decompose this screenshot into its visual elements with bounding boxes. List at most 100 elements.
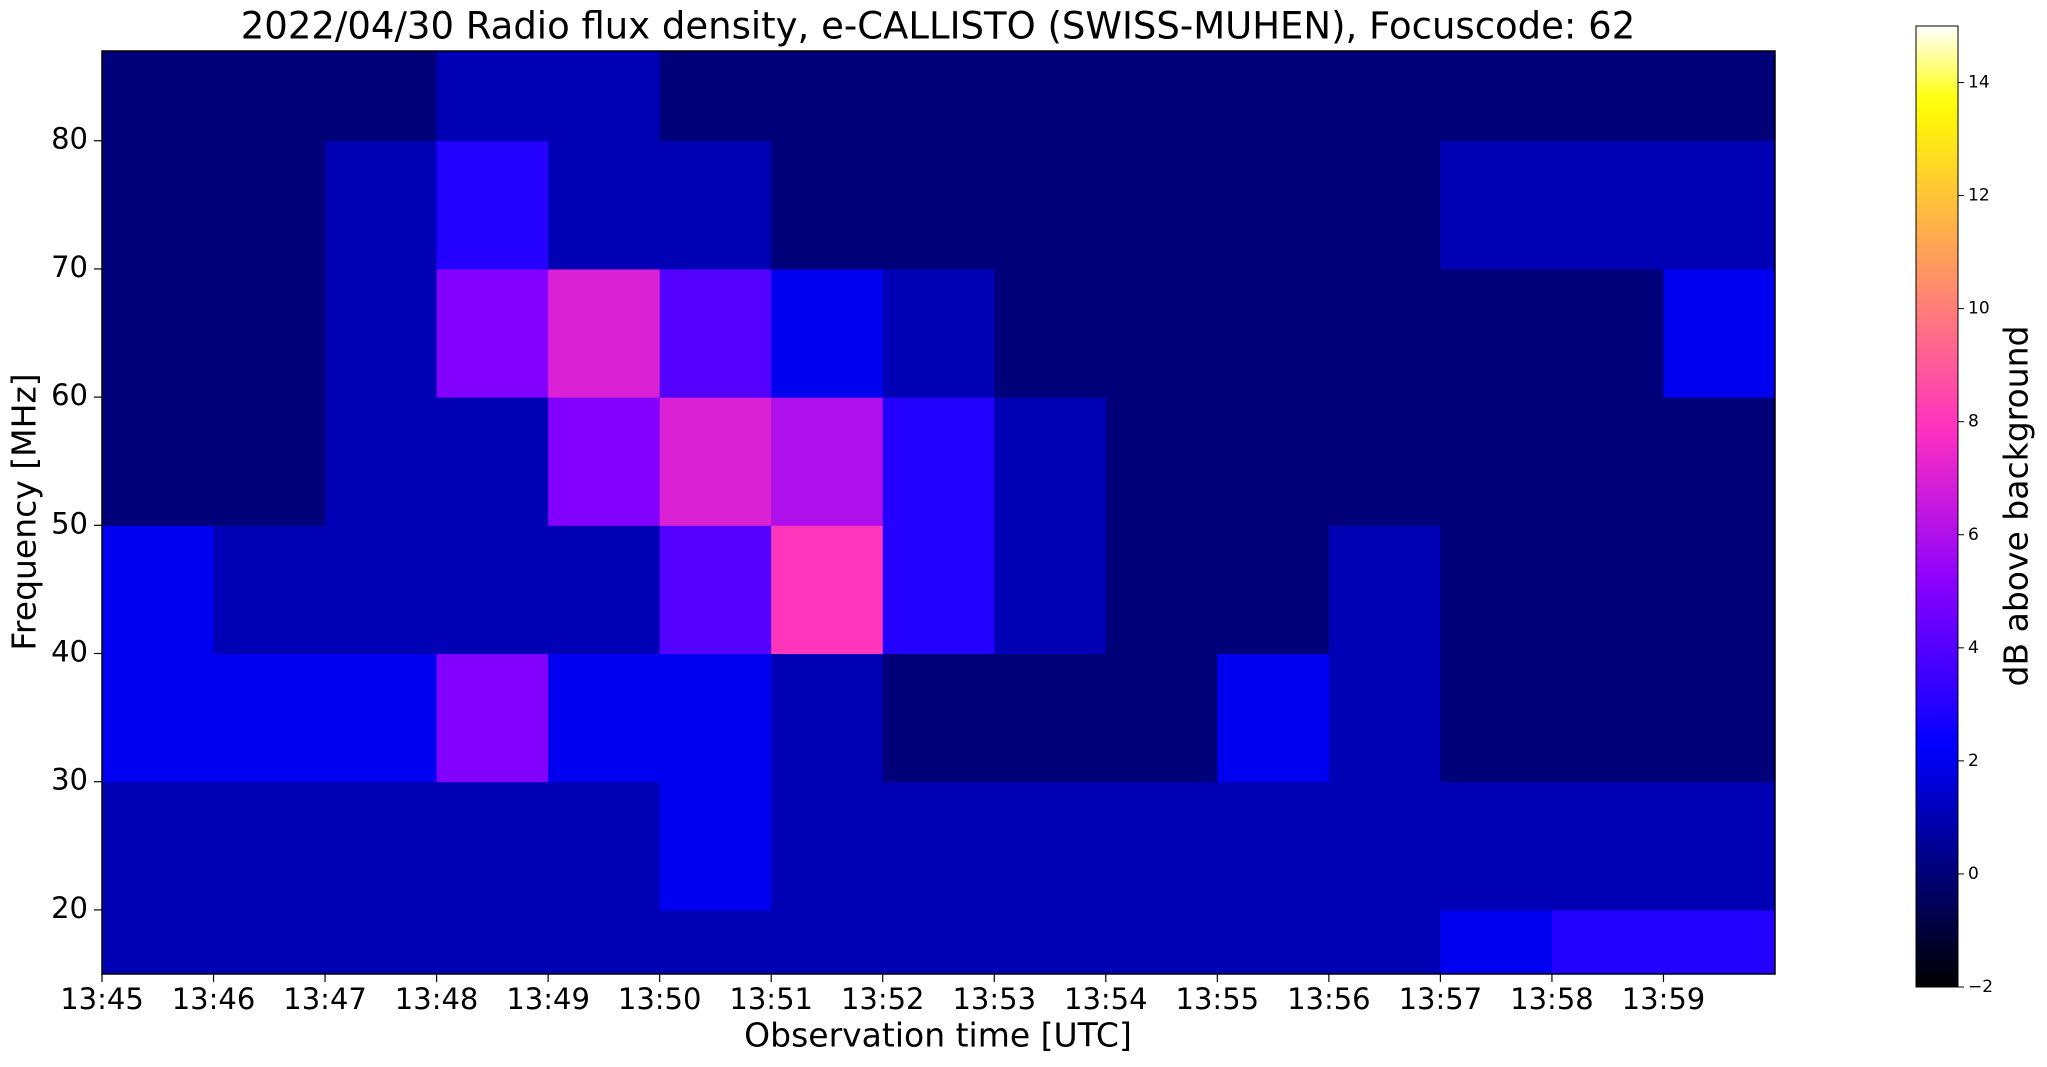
y-tick-label: 60 (51, 378, 88, 412)
y-tick-label: 20 (51, 891, 88, 925)
x-tick-label: 13:54 (1064, 982, 1148, 1016)
x-tick-label: 13:47 (283, 982, 367, 1016)
colorbar-tick-label: 14 (1968, 73, 1990, 93)
heatmap-cell (325, 653, 438, 783)
heatmap-cell (1663, 781, 1776, 911)
heatmap-cell (1663, 268, 1776, 398)
colorbar-tick-label: 2 (1968, 751, 1979, 771)
heatmap-cell (436, 909, 549, 975)
heatmap-cell (1217, 781, 1330, 911)
y-tick-label: 50 (51, 506, 88, 540)
heatmap-cell (659, 397, 772, 526)
x-tick-label: 13:53 (952, 982, 1036, 1016)
heatmap-cell (325, 51, 438, 142)
heatmap-cell (102, 140, 215, 270)
plot-frame (101, 50, 1776, 975)
heatmap-cell (659, 268, 772, 398)
heatmap-cell (436, 140, 549, 270)
heatmap-cell (1663, 653, 1776, 783)
heatmap-cell (1217, 51, 1330, 142)
heatmap-cell (1440, 268, 1553, 398)
heatmap-cell (213, 781, 326, 911)
heatmap-cell (1217, 268, 1330, 398)
heatmap-cell (436, 525, 549, 655)
heatmap-cell (548, 653, 661, 783)
heatmap-cell (994, 781, 1107, 911)
heatmap-cell (213, 140, 326, 270)
y-tick-label: 30 (51, 763, 88, 797)
heatmap-cell (1551, 140, 1664, 270)
colorbar (1915, 25, 1959, 988)
x-tick-label: 13:57 (1399, 982, 1483, 1016)
x-tick-label: 13:50 (618, 982, 702, 1016)
colorbar-tick-label: 0 (1968, 864, 1979, 884)
heatmap-cell (102, 51, 215, 142)
heatmap-cell (994, 525, 1107, 655)
heatmap-cell (436, 268, 549, 398)
heatmap-cell (1551, 525, 1664, 655)
heatmap-cell (325, 781, 438, 911)
heatmap-cell (1440, 653, 1553, 783)
heatmap-cell (659, 653, 772, 783)
heatmap-cell (1217, 140, 1330, 270)
y-axis-label: Frequency [MHz] (5, 373, 44, 650)
heatmap-cell (771, 397, 884, 526)
heatmap-cell (213, 51, 326, 142)
heatmap-cell (1551, 653, 1664, 783)
heatmap-cell (1105, 781, 1218, 911)
colorbar-label: dB above background (1997, 326, 2036, 687)
heatmap-cell (1328, 781, 1441, 911)
heatmap-cell (1328, 909, 1441, 975)
heatmap-cell (1663, 397, 1776, 526)
heatmap-cell (1440, 525, 1553, 655)
x-tick-label: 13:59 (1622, 982, 1706, 1016)
heatmap-cell (994, 397, 1107, 526)
heatmap-cell (1440, 51, 1553, 142)
x-tick-label: 13:58 (1510, 982, 1594, 1016)
colorbar-tick-label: 12 (1968, 186, 1990, 206)
heatmap-cell (213, 909, 326, 975)
heatmap-cell (1105, 525, 1218, 655)
x-tick-label: 13:46 (172, 982, 256, 1016)
heatmap-cell (771, 268, 884, 398)
heatmap-cell (882, 653, 995, 783)
heatmap-cell (548, 525, 661, 655)
heatmap-cell (436, 397, 549, 526)
heatmap-cell (1105, 140, 1218, 270)
heatmap-cell (882, 140, 995, 270)
heatmap-cell (659, 781, 772, 911)
heatmap-cell (994, 268, 1107, 398)
colorbar-tick-label: −2 (1968, 977, 1993, 997)
heatmap-cell (1217, 525, 1330, 655)
x-tick-label: 13:56 (1287, 982, 1371, 1016)
heatmap-cell (659, 525, 772, 655)
heatmap-cell (1328, 268, 1441, 398)
heatmap-cell (1551, 781, 1664, 911)
heatmap-cell (771, 140, 884, 270)
heatmap-cell (1551, 51, 1664, 142)
heatmap-cell (548, 140, 661, 270)
heatmap-cell (1105, 397, 1218, 526)
colorbar-tick-label: 4 (1968, 638, 1979, 658)
y-tick-label: 40 (51, 635, 88, 669)
heatmap-cell (548, 909, 661, 975)
heatmap-cell (548, 397, 661, 526)
heatmap-cell (1328, 397, 1441, 526)
heatmap-cell (1663, 525, 1776, 655)
heatmap-cell (102, 268, 215, 398)
heatmap-cell (102, 653, 215, 783)
heatmap-cell (325, 140, 438, 270)
heatmap-cell (548, 781, 661, 911)
heatmap-cell (1440, 397, 1553, 526)
heatmap-cell (1663, 51, 1776, 142)
heatmap-cell (1105, 268, 1218, 398)
heatmap-cell (213, 525, 326, 655)
heatmap-cell (1663, 909, 1776, 975)
heatmap-cell (882, 781, 995, 911)
heatmap-cell (1551, 268, 1664, 398)
heatmap-cell (882, 268, 995, 398)
heatmap-cell (1440, 140, 1553, 270)
heatmap-cell (1328, 140, 1441, 270)
heatmap-cell (771, 525, 884, 655)
x-axis-label: Observation time [UTC] (744, 1016, 1132, 1055)
